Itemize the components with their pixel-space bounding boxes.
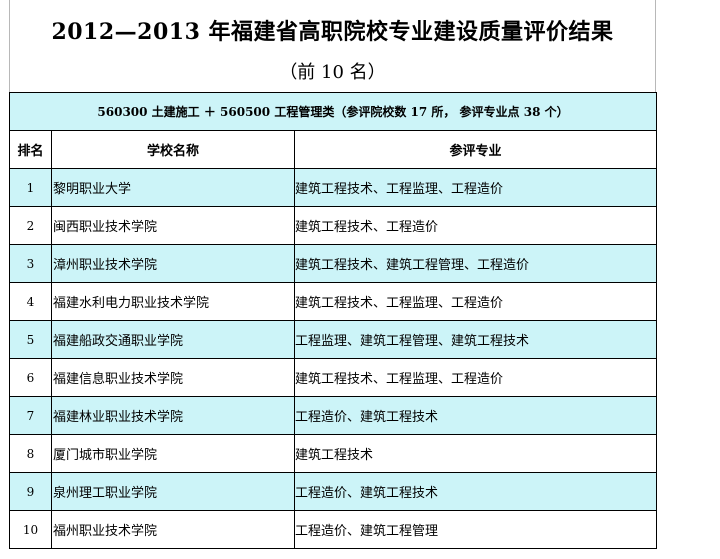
rank-cell: 4	[9, 282, 52, 321]
table-row: 10 福州职业技术学院 工程造价、建筑工程管理	[9, 510, 658, 549]
table-header-row: 排名 学校名称 参评专业	[9, 130, 658, 169]
school-name-cell: 黎明职业大学	[51, 168, 295, 207]
school-name-cell: 福建水利电力职业技术学院	[51, 282, 295, 321]
header-rank: 排名	[9, 130, 52, 169]
school-name-cell: 厦门城市职业学院	[51, 434, 295, 473]
document-title: 2012—2013 年福建省高职院校专业建设质量评价结果	[51, 19, 614, 45]
document-subtitle: （前 10 名）	[279, 62, 386, 83]
table-row: 7 福建林业职业技术学院 工程造价、建筑工程技术	[9, 396, 658, 435]
table-row: 6 福建信息职业技术学院 建筑工程技术、工程监理、工程造价	[9, 358, 658, 397]
header-school: 学校名称	[51, 130, 295, 169]
majors-cell: 工程造价、建筑工程技术	[293, 472, 658, 511]
majors-cell: 建筑工程技术、工程造价	[293, 206, 658, 245]
majors-cell: 建筑工程技术、工程监理、工程造价	[293, 282, 658, 321]
rank-cell: 7	[9, 396, 52, 435]
majors-cell: 建筑工程技术、工程监理、工程造价	[293, 358, 658, 397]
school-name-cell: 漳州职业技术学院	[51, 244, 295, 283]
school-name-cell: 福建林业职业技术学院	[51, 396, 295, 435]
document-sheet: 2012—2013 年福建省高职院校专业建设质量评价结果 （前 10 名） 56…	[8, 0, 658, 559]
majors-cell: 建筑工程技术、建筑工程管理、工程造价	[293, 244, 658, 283]
rank-cell: 2	[9, 206, 52, 245]
table-row: 4 福建水利电力职业技术学院 建筑工程技术、工程监理、工程造价	[9, 282, 658, 321]
table-row: 8 厦门城市职业学院 建筑工程技术	[9, 434, 658, 473]
school-name-cell: 福建船政交通职业学院	[51, 320, 295, 359]
rank-cell: 10	[9, 510, 52, 549]
majors-cell: 工程造价、建筑工程技术	[293, 396, 658, 435]
rank-cell: 9	[9, 472, 52, 511]
table-row: 5 福建船政交通职业学院 工程监理、建筑工程管理、建筑工程技术	[9, 320, 658, 359]
majors-cell: 建筑工程技术	[293, 434, 658, 473]
rank-cell: 6	[9, 358, 52, 397]
title-block: 2012—2013 年福建省高职院校专业建设质量评价结果 （前 10 名）	[9, 0, 656, 92]
majors-cell: 建筑工程技术、工程监理、工程造价	[293, 168, 658, 207]
school-name-cell: 福州职业技术学院	[51, 510, 295, 549]
school-name-cell: 泉州理工职业学院	[51, 472, 295, 511]
school-name-cell: 福建信息职业技术学院	[51, 358, 295, 397]
table-row: 9 泉州理工职业学院 工程造价、建筑工程技术	[9, 472, 658, 511]
rank-cell: 8	[9, 434, 52, 473]
majors-cell: 工程造价、建筑工程管理	[293, 510, 658, 549]
category-row: 560300 土建施工 ＋ 560500 工程管理类（参评院校数 17 所， 参…	[8, 92, 658, 131]
rank-cell: 5	[9, 320, 52, 359]
header-majors: 参评专业	[293, 130, 658, 169]
majors-cell: 工程监理、建筑工程管理、建筑工程技术	[293, 320, 658, 359]
category-cell: 560300 土建施工 ＋ 560500 工程管理类（参评院校数 17 所， 参…	[8, 92, 658, 131]
table-row: 2 闽西职业技术学院 建筑工程技术、工程造价	[9, 206, 658, 245]
table-row: 3 漳州职业技术学院 建筑工程技术、建筑工程管理、工程造价	[9, 244, 658, 283]
rank-cell: 1	[9, 168, 52, 207]
rank-cell: 3	[9, 244, 52, 283]
results-table: 560300 土建施工 ＋ 560500 工程管理类（参评院校数 17 所， 参…	[8, 92, 658, 549]
table-row: 1 黎明职业大学 建筑工程技术、工程监理、工程造价	[9, 168, 658, 207]
school-name-cell: 闽西职业技术学院	[51, 206, 295, 245]
